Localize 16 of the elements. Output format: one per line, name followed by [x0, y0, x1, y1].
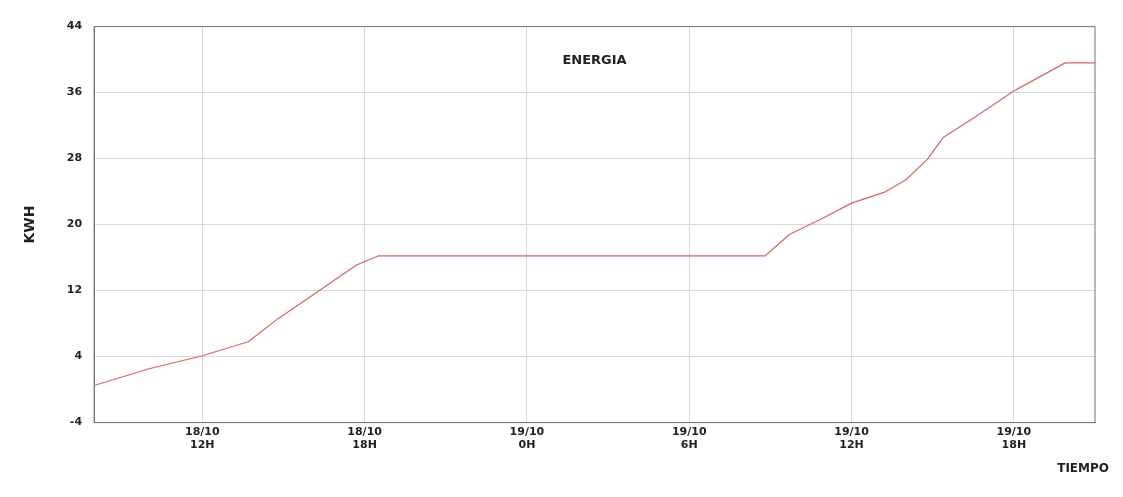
- x-tick-label: 19/10 12H: [834, 425, 870, 452]
- y-tick-label: 28: [66, 151, 83, 165]
- y-tick-label: 4: [74, 349, 83, 363]
- x-tick-label: 19/10 18H: [996, 425, 1032, 452]
- text: ENERGIA: [562, 52, 627, 68]
- y-tick-label: -4: [69, 415, 83, 429]
- x-tick-label: 19/10 6H: [671, 425, 707, 452]
- y-tick-label: 20: [66, 217, 83, 231]
- x-tick-label: 19/10 0H: [509, 425, 545, 452]
- x-tick-label: 18/10 18H: [347, 425, 383, 452]
- y-tick-label: 36: [66, 85, 83, 99]
- y-axis-title: KWH: [21, 205, 38, 244]
- y-tick-label: 44: [66, 19, 83, 33]
- x-tick-label: 18/10 12H: [184, 425, 220, 452]
- y-tick-label: 12: [66, 283, 83, 297]
- x-axis-title: TIEMPO: [1057, 460, 1109, 475]
